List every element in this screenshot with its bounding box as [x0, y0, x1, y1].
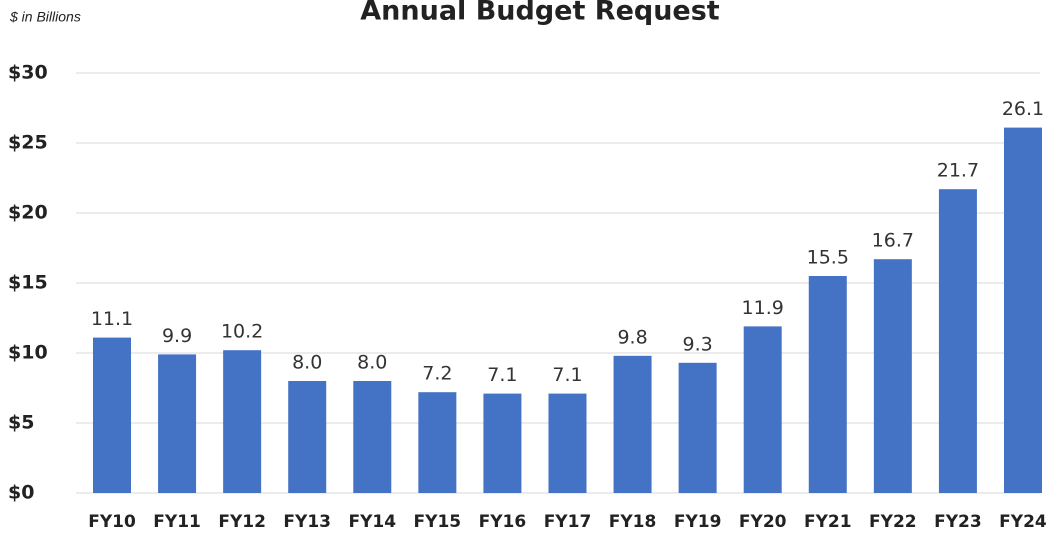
- bar: [483, 393, 522, 493]
- x-tick-label: FY13: [283, 512, 331, 532]
- x-tick-label: FY16: [479, 512, 527, 532]
- bar: [223, 350, 262, 493]
- x-tick-label: FY18: [609, 512, 657, 532]
- data-label: 7.1: [487, 364, 517, 386]
- x-tick-label: FY24: [999, 512, 1046, 532]
- x-tick-label: FY14: [348, 512, 396, 532]
- x-tick-label: FY10: [88, 512, 136, 532]
- bar: [808, 276, 847, 493]
- data-label: 11.1: [91, 308, 133, 330]
- data-label: 7.1: [552, 364, 582, 386]
- data-label: 8.0: [357, 352, 387, 374]
- bar: [743, 326, 782, 493]
- y-tick-label: $15: [8, 272, 48, 294]
- y-tick-label: $0: [8, 482, 34, 504]
- data-label: 9.8: [617, 326, 647, 348]
- bar: [678, 362, 717, 493]
- data-label: 9.3: [683, 333, 713, 355]
- x-tick-label: FY17: [544, 512, 592, 532]
- x-tick-label: FY15: [414, 512, 462, 532]
- x-tick-label: FY21: [804, 512, 852, 532]
- data-label: 7.2: [422, 363, 452, 385]
- x-tick-label: FY20: [739, 512, 787, 532]
- chart-subtitle: $ in Billions: [9, 9, 81, 25]
- data-label: 16.7: [872, 230, 914, 252]
- data-label: 21.7: [937, 160, 979, 182]
- bar: [613, 355, 652, 493]
- data-label: 11.9: [742, 297, 784, 319]
- bar: [1003, 127, 1042, 493]
- bar: [938, 189, 977, 493]
- x-tick-label: FY19: [674, 512, 722, 532]
- data-label: 10.2: [221, 321, 263, 343]
- y-tick-label: $10: [8, 342, 48, 364]
- bar: [418, 392, 457, 493]
- y-tick-label: $20: [8, 202, 48, 224]
- bar: [873, 259, 912, 493]
- data-label: 9.9: [162, 325, 192, 347]
- bar: [288, 381, 327, 493]
- chart-title: Annual Budget Request: [360, 0, 720, 27]
- data-label: 15.5: [807, 247, 849, 269]
- data-label: 26.1: [1002, 98, 1044, 120]
- x-tick-label: FY23: [934, 512, 982, 532]
- bar: [158, 354, 197, 493]
- x-tick-label: FY12: [218, 512, 266, 532]
- bar: [93, 337, 131, 493]
- data-label: 8.0: [292, 352, 322, 374]
- x-tick-label: FY22: [869, 512, 917, 532]
- x-tick-label: FY11: [153, 512, 201, 532]
- bar: [548, 393, 587, 493]
- bar: [353, 381, 392, 493]
- y-tick-label: $25: [8, 132, 48, 154]
- y-tick-label: $5: [8, 412, 34, 434]
- y-tick-label: $30: [8, 62, 48, 84]
